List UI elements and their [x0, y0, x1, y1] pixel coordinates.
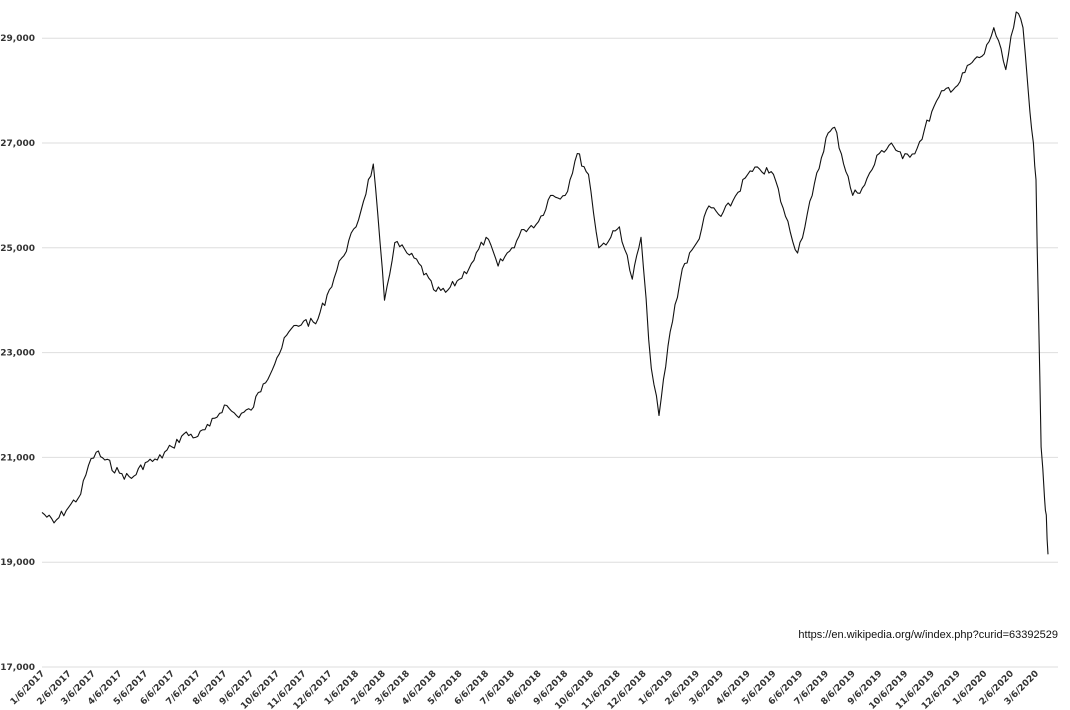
y-axis-ticks: 17,000 19,000 21,000 23,000 25,000 27,000 29,0…	[0, 34, 35, 673]
x-axis-ticks: 1/6/20172/6/20173/6/20174/6/20175/6/2017…	[9, 669, 1041, 710]
source-url-note: https://en.wikipedia.org/w/index.php?cur…	[798, 629, 1058, 641]
y-tick-label: 25,000	[0, 244, 35, 254]
y-tick-label: 17,000	[0, 663, 35, 673]
y-tick-label: 23,000	[0, 349, 35, 359]
y-tick-label: 27,000	[0, 139, 35, 149]
y-tick-label: 21,000	[0, 453, 35, 463]
y-tick-label: 29,000	[0, 34, 35, 44]
gridlines	[42, 37, 1058, 668]
series-line	[41, 11, 1049, 555]
y-tick-label: 19,000	[0, 558, 35, 568]
